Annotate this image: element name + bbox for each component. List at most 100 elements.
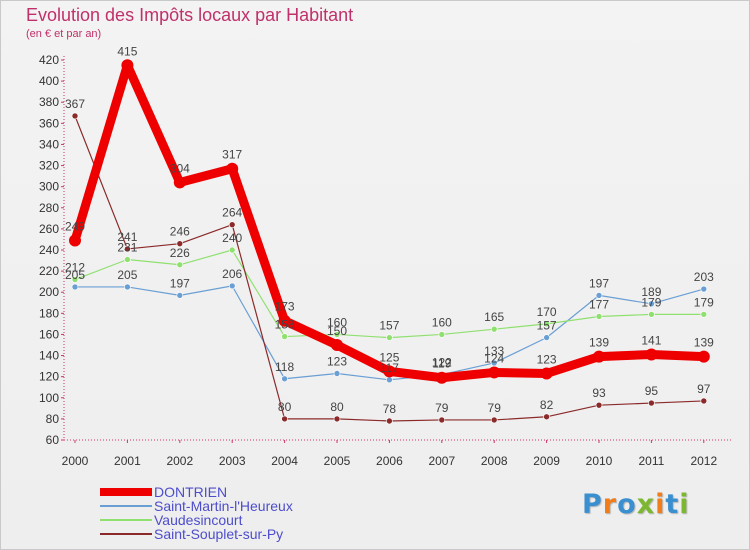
data-point-dontrien [435,371,448,384]
data-label-saint-martin-l-heureux: 206 [222,267,242,281]
data-point-vaudesincourt [333,331,341,338]
legend-item-vaudesincourt: Vaudesincourt [100,513,293,527]
data-label-saint-martin-l-heureux: 197 [170,276,190,290]
data-label-vaudesincourt: 179 [694,295,714,309]
logo-letter: P [582,489,603,520]
data-point-saint-souplet-sur-py [176,240,184,247]
x-tick-label: 2008 [481,454,508,468]
data-point-saint-souplet-sur-py [595,401,603,409]
proxiti-logo: Proxiti [582,489,690,520]
data-label-vaudesincourt: 179 [641,295,661,309]
data-label-dontrien: 123 [537,353,557,367]
data-point-saint-martin-l-heureux [281,375,288,383]
data-point-saint-souplet-sur-py [648,399,655,407]
data-label-saint-souplet-sur-py: 264 [222,206,242,220]
data-point-dontrien [383,365,396,378]
y-tick-label: 80 [46,412,60,426]
data-label-dontrien: 139 [694,336,714,350]
data-label-vaudesincourt: 170 [537,305,557,319]
data-point-saint-souplet-sur-py [386,417,393,425]
data-label-vaudesincourt: 231 [117,241,137,255]
data-label-dontrien: 415 [117,44,137,58]
legend-swatch-dontrien [100,488,152,496]
data-point-dontrien [697,350,710,363]
y-tick-label: 200 [39,285,59,299]
y-tick-label: 380 [39,95,59,109]
data-point-vaudesincourt [176,261,184,269]
data-label-saint-souplet-sur-py: 79 [488,401,502,415]
legend-item-saint-martin-l-heureux: Saint-Martin-l'Heureux [100,499,293,513]
y-tick-label: 160 [39,327,59,341]
data-label-saint-martin-l-heureux: 197 [589,276,609,290]
data-label-dontrien: 139 [589,336,609,350]
data-point-saint-souplet-sur-py [281,415,288,423]
data-label-saint-martin-l-heureux: 203 [694,270,714,284]
x-tick-label: 2002 [166,454,193,468]
data-point-saint-martin-l-heureux [386,376,393,384]
legend-item-dontrien: DONTRIEN [100,485,293,499]
y-tick-label: 400 [39,74,59,88]
data-label-dontrien: 119 [432,357,451,371]
y-tick-label: 320 [39,159,59,173]
data-label-saint-souplet-sur-py: 93 [592,386,606,400]
data-point-saint-martin-l-heureux [124,283,131,291]
data-label-saint-martin-l-heureux: 205 [117,268,137,282]
logo-letter: t [665,489,680,520]
data-point-saint-martin-l-heureux [490,359,498,367]
data-label-saint-martin-l-heureux: 117 [380,361,399,375]
data-point-saint-souplet-sur-py [124,245,131,253]
data-point-saint-martin-l-heureux [595,292,603,299]
data-point-vaudesincourt [700,311,708,318]
legend-label-dontrien: DONTRIEN [154,484,228,500]
data-point-dontrien [173,176,186,189]
series-vaudesincourt [71,246,708,341]
x-tick-label: 2001 [114,454,141,468]
y-tick-label: 420 [39,53,59,67]
y-tick-label: 180 [39,306,59,320]
data-point-vaudesincourt [438,331,446,338]
y-tick-label: 140 [39,349,59,363]
data-label-vaudesincourt: 157 [379,319,399,333]
data-label-vaudesincourt: 177 [589,298,609,312]
data-point-saint-martin-l-heureux [176,292,184,299]
legend-label-saint-souplet-sur-py: Saint-Souplet-sur-Py [154,526,284,542]
data-point-dontrien [540,367,553,380]
legend-swatch-saint-martin-l-heureux [100,505,152,507]
x-tick-label: 2011 [638,454,664,468]
data-point-vaudesincourt [648,311,655,318]
data-point-saint-martin-l-heureux [648,300,655,308]
data-label-vaudesincourt: 158 [275,318,295,332]
series-saint-souplet-sur-py [71,112,708,425]
data-label-saint-martin-l-heureux: 122 [432,356,452,370]
data-label-dontrien: 317 [222,148,242,162]
y-tick-label: 220 [39,264,59,278]
data-label-dontrien: 150 [327,324,347,338]
data-point-dontrien [278,314,291,327]
data-point-saint-souplet-sur-py [438,416,446,424]
data-label-vaudesincourt: 160 [432,315,452,329]
legend-swatch-saint-souplet-sur-py [100,533,152,535]
logo-letter: r [602,489,618,520]
data-label-saint-martin-l-heureux: 118 [275,360,294,374]
x-tick-label: 2004 [271,454,298,468]
x-tick-label: 2009 [533,454,560,468]
y-tick-label: 360 [39,116,59,130]
data-label-saint-souplet-sur-py: 95 [645,384,659,398]
data-point-vaudesincourt [386,334,393,341]
x-tick-label: 2007 [428,454,455,468]
data-point-vaudesincourt [595,313,603,320]
chart-title: Evolution des Impôts locaux par Habitant [26,5,354,25]
data-point-saint-souplet-sur-py [228,221,236,228]
data-point-vaudesincourt [543,320,550,328]
data-label-dontrien: 124 [484,351,504,365]
data-label-saint-souplet-sur-py: 241 [117,230,137,244]
y-tick-label: 100 [39,391,59,405]
x-tick-label: 2012 [690,454,717,468]
data-label-dontrien: 249 [65,220,85,234]
logo-letter: x [636,489,656,520]
data-label-saint-martin-l-heureux: 157 [537,319,557,333]
data-point-dontrien [645,348,658,361]
y-tick-label: 120 [39,370,59,384]
y-tick-label: 260 [39,222,59,236]
